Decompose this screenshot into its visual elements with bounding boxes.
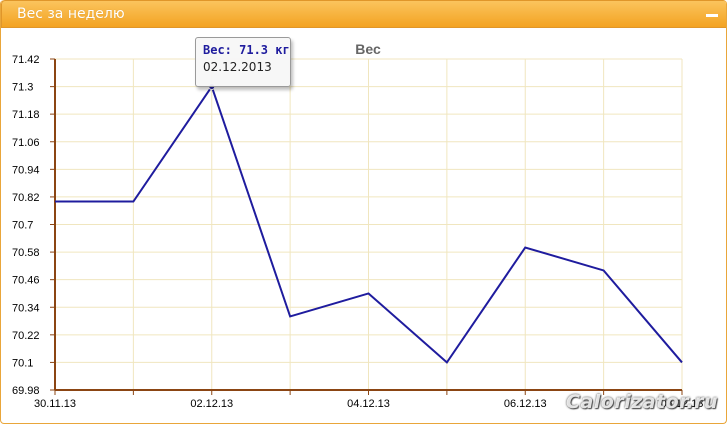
weight-chart: Вес 69.98 70.1 70.22 70.34 70.46 70.58 70.7 70.… — [12, 41, 704, 410]
x-tick-label: 08.12.13 — [661, 398, 704, 410]
x-tick-label: 30.11.13 — [34, 398, 76, 410]
y-tick-label: 71.06 — [12, 137, 40, 149]
watermark: Calorizator.ru — [566, 391, 719, 413]
x-tick-label: 04.12.13 — [347, 398, 390, 410]
collapse-icon[interactable] — [705, 6, 719, 20]
y-tick-label: 71.18 — [12, 109, 40, 121]
series-line — [55, 84, 683, 364]
y-tick-label: 70.94 — [12, 164, 40, 176]
x-tick-label: 06.12.13 — [504, 398, 547, 410]
y-tick-label: 70.34 — [12, 302, 40, 314]
x-tick-label: 02.12.13 — [190, 398, 233, 410]
data-tooltip: Вес: 71.3 кг 02.12.2013 — [195, 37, 291, 87]
y-tick-label: 70.58 — [12, 247, 40, 259]
y-tick-label: 70.7 — [12, 220, 33, 232]
y-tick-label: 71.42 — [12, 54, 40, 66]
y-tick-label: 70.1 — [12, 357, 33, 369]
y-tick-label: 70.46 — [12, 275, 40, 287]
panel-header: Вес за неделю — [1, 0, 726, 28]
tooltip-date: 02.12.2013 — [203, 60, 272, 74]
y-tick-label: 70.22 — [12, 330, 40, 342]
y-tick-label: 71.3 — [12, 82, 33, 94]
chart-title: Вес — [355, 41, 381, 57]
y-tick-label: 70.82 — [12, 192, 40, 204]
tooltip-title: Вес: 71.3 кг — [203, 43, 290, 57]
y-tick-label: 69.98 — [12, 385, 40, 397]
panel-title: Вес за неделю — [17, 6, 125, 22]
